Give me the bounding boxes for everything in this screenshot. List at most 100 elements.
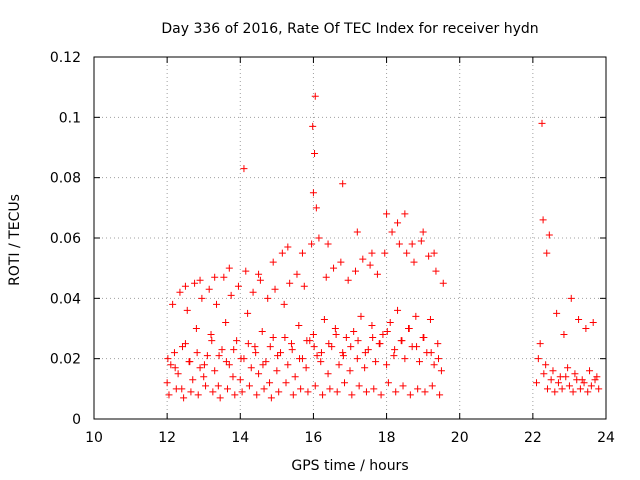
x-tick-label: 22 — [524, 430, 542, 446]
data-point — [420, 334, 428, 342]
data-point — [390, 352, 398, 360]
data-point — [267, 394, 275, 402]
data-point — [309, 189, 317, 197]
data-point — [361, 349, 369, 357]
data-point — [436, 391, 444, 399]
data-point — [372, 358, 380, 366]
data-point — [538, 119, 546, 127]
data-point — [580, 379, 588, 387]
data-point — [205, 285, 213, 293]
data-point — [405, 325, 413, 332]
data-point — [193, 349, 201, 357]
data-point — [253, 391, 261, 399]
data-point — [308, 240, 316, 248]
data-point — [312, 204, 320, 212]
data-point — [222, 358, 230, 366]
data-point — [392, 388, 400, 396]
data-point — [187, 388, 195, 396]
data-point — [381, 249, 389, 257]
data-point — [200, 361, 208, 369]
data-point — [398, 337, 406, 345]
data-point — [220, 273, 228, 281]
data-point — [432, 267, 440, 275]
data-point — [386, 318, 394, 326]
data-point — [366, 261, 374, 269]
data-point — [341, 379, 349, 387]
data-point — [280, 300, 288, 308]
data-point — [291, 373, 299, 381]
data-point — [357, 312, 365, 320]
data-point — [322, 273, 330, 281]
data-point — [330, 264, 338, 272]
data-point — [181, 282, 189, 290]
data-point — [203, 352, 211, 360]
y-tick-label: 0.08 — [50, 171, 81, 187]
data-point — [384, 379, 392, 387]
data-point — [437, 367, 445, 375]
data-point — [234, 282, 242, 290]
data-point — [350, 328, 358, 336]
data-point — [196, 364, 204, 372]
data-point — [383, 328, 391, 336]
data-point — [542, 361, 550, 369]
data-point — [198, 294, 206, 302]
data-point — [317, 358, 325, 366]
data-point — [368, 321, 376, 329]
data-point — [435, 355, 443, 363]
x-axis-label: GPS time / hours — [291, 458, 408, 474]
data-point — [401, 210, 409, 218]
data-point — [353, 355, 361, 363]
data-point — [295, 321, 303, 329]
data-point — [183, 306, 191, 314]
data-point — [172, 385, 180, 393]
data-point — [249, 288, 257, 296]
data-point — [247, 364, 255, 372]
data-point — [288, 346, 296, 354]
data-point — [309, 331, 317, 339]
data-point — [213, 300, 221, 308]
data-point — [353, 228, 361, 236]
data-point — [300, 282, 308, 290]
data-point — [394, 219, 402, 227]
data-point — [415, 358, 423, 366]
data-point — [383, 210, 391, 218]
data-point — [368, 249, 376, 257]
data-point — [282, 379, 290, 387]
y-tick-labels: 0 0.02 0.04 0.06 0.08 0.1 0.12 — [50, 50, 81, 428]
x-tick-labels: 10 12 14 16 18 20 22 24 — [85, 430, 615, 446]
data-point — [430, 361, 438, 369]
data-point — [428, 382, 436, 390]
x-tick-label: 14 — [231, 430, 249, 446]
data-point — [252, 349, 260, 357]
data-point — [215, 352, 223, 360]
data-point — [244, 340, 252, 348]
data-point — [328, 343, 336, 351]
data-point — [539, 216, 547, 224]
data-point — [536, 340, 544, 348]
data-point — [558, 385, 566, 393]
data-point — [284, 361, 292, 369]
data-point — [364, 346, 372, 354]
data-point — [237, 355, 245, 363]
data-point — [331, 325, 339, 332]
data-point — [413, 343, 421, 351]
data-point — [311, 382, 319, 390]
data-point — [545, 231, 553, 239]
data-point — [578, 376, 586, 384]
data-point — [377, 391, 385, 399]
data-point — [211, 273, 219, 281]
data-point — [582, 325, 590, 332]
data-point — [174, 370, 182, 378]
data-point — [591, 376, 599, 384]
data-point — [214, 382, 222, 390]
data-point — [556, 373, 564, 381]
data-point — [412, 312, 420, 320]
data-point — [370, 385, 378, 393]
data-point — [434, 340, 442, 348]
data-point — [320, 315, 328, 323]
data-point — [302, 364, 310, 372]
data-point — [165, 391, 173, 399]
data-point — [324, 240, 332, 248]
data-point — [311, 92, 319, 100]
data-point — [216, 394, 224, 402]
